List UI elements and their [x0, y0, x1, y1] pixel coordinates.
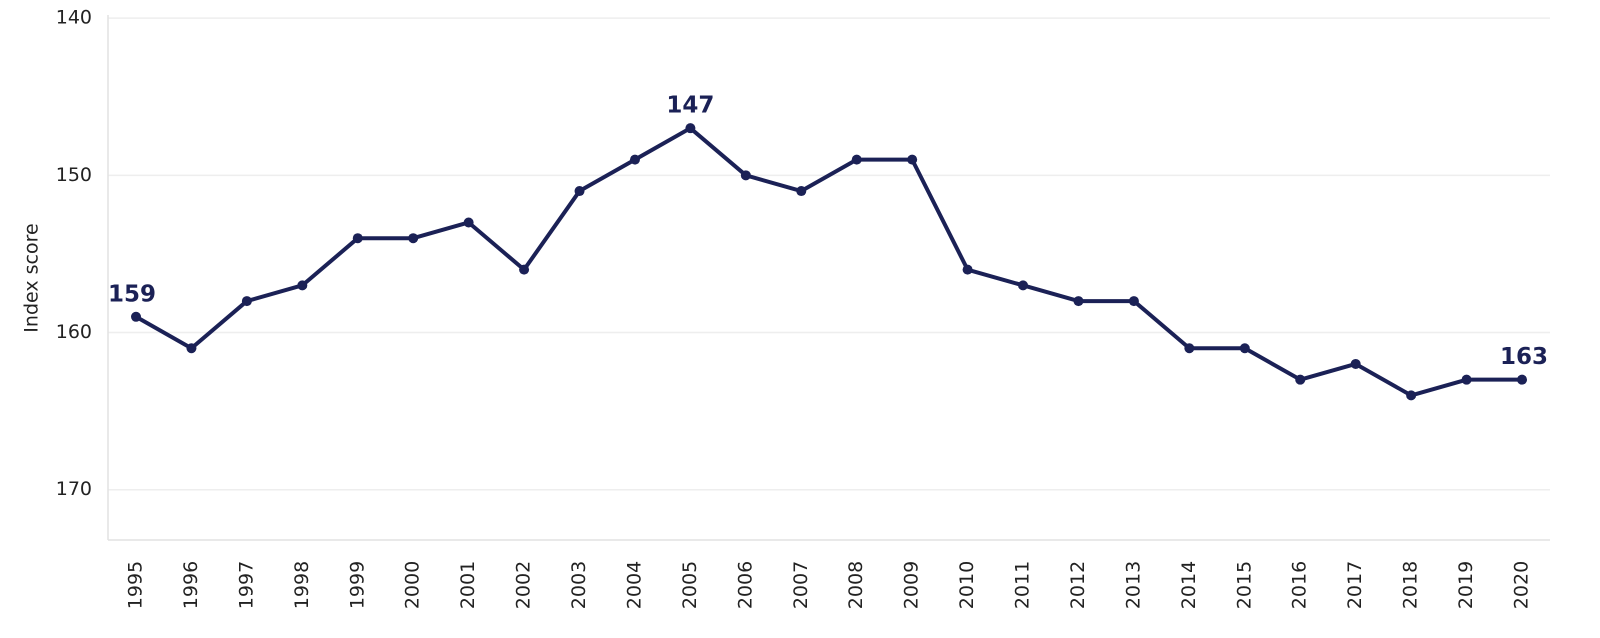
point	[907, 154, 918, 165]
x-tick-label: 2015	[1233, 561, 1255, 609]
point	[463, 217, 474, 228]
x-tick-label: 2002	[513, 561, 535, 609]
point	[1406, 390, 1417, 401]
point	[1239, 343, 1250, 354]
x-tick-label: 2009	[901, 561, 923, 609]
point	[1018, 280, 1029, 291]
x-tick-label: 1997	[235, 561, 257, 609]
x-tick-label: 1998	[291, 561, 313, 609]
x-tick-label: 2016	[1289, 561, 1311, 609]
x-tick-label: 2014	[1178, 561, 1200, 609]
y-axis-label: Index score	[21, 223, 43, 332]
x-tick-label: 2019	[1455, 561, 1477, 609]
point	[408, 233, 419, 244]
x-tick-label: 2001	[457, 561, 479, 609]
point	[1073, 296, 1084, 307]
y-tick-label: 150	[56, 164, 92, 186]
x-tick-label: 1996	[180, 561, 202, 609]
point	[574, 186, 585, 197]
x-tick-label: 2020	[1511, 561, 1533, 609]
data-label: 147	[666, 93, 714, 119]
point	[186, 343, 197, 354]
point	[1461, 374, 1472, 385]
x-tick-label: 2010	[956, 561, 978, 609]
x-tick-label: 2017	[1344, 561, 1366, 609]
data-label: 163	[1500, 344, 1548, 370]
point	[1128, 296, 1139, 307]
x-tick-label: 2018	[1400, 561, 1422, 609]
point	[740, 170, 751, 181]
x-tick-label: 2008	[845, 561, 867, 609]
y-tick-label: 140	[56, 7, 92, 29]
point	[1184, 343, 1195, 354]
point	[1517, 374, 1527, 385]
x-tick-label: 2004	[623, 561, 645, 609]
x-tick-label: 2011	[1012, 561, 1034, 609]
point	[352, 233, 363, 244]
x-tick-label: 2006	[734, 561, 756, 609]
point	[519, 264, 530, 275]
point	[241, 296, 252, 307]
point	[851, 154, 862, 165]
x-tick-label: 2003	[568, 561, 590, 609]
point	[685, 123, 696, 134]
point	[629, 154, 640, 165]
data-label: 159	[108, 281, 156, 307]
x-tick-label: 2000	[402, 561, 424, 609]
x-tick-label: 1999	[346, 561, 368, 609]
point	[1295, 374, 1306, 385]
x-tick-label: 2013	[1122, 561, 1144, 609]
x-tick-label: 2007	[790, 561, 812, 609]
x-tick-label: 2012	[1067, 561, 1089, 609]
point	[962, 264, 973, 275]
line	[135, 126, 1522, 398]
point	[131, 311, 141, 322]
x-tick-label: 1995	[125, 561, 147, 609]
point	[796, 186, 807, 197]
point	[297, 280, 308, 291]
y-tick-label: 160	[56, 321, 92, 343]
y-tick-label: 170	[56, 478, 92, 500]
point	[1350, 358, 1361, 369]
x-tick-label: 2005	[679, 561, 701, 609]
